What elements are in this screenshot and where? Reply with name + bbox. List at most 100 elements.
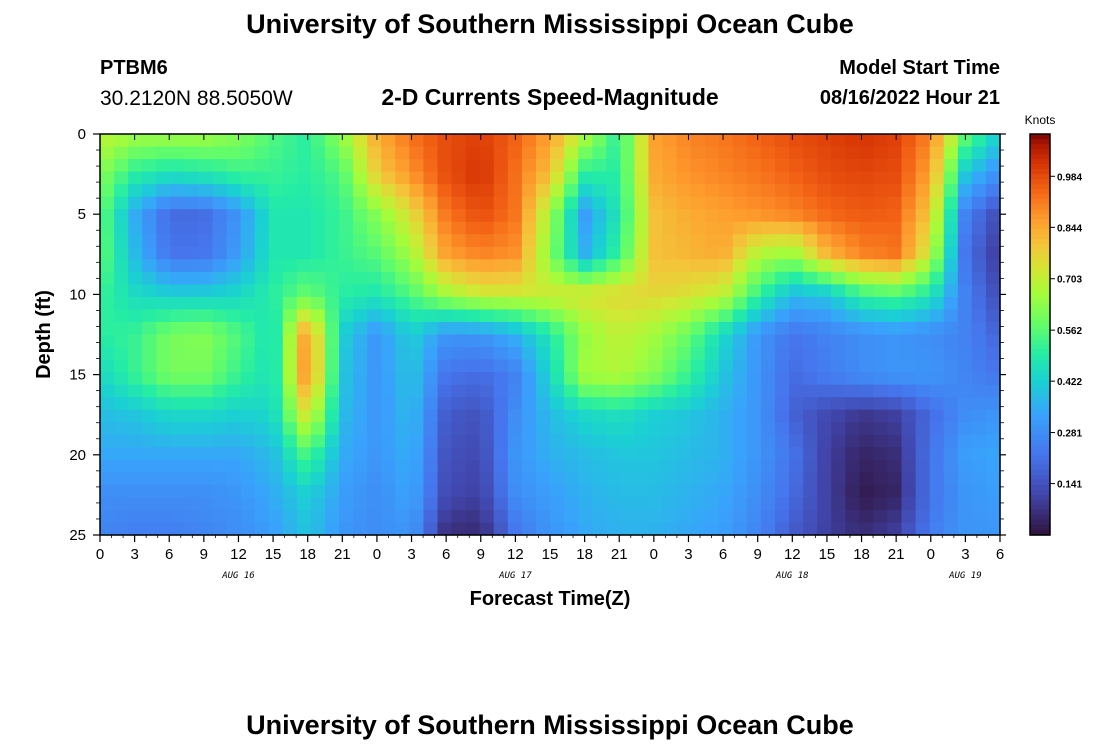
heatmap-cell — [479, 497, 495, 511]
heatmap-cell — [718, 384, 734, 398]
heatmap-cell — [775, 184, 790, 198]
heatmap-cell — [170, 347, 185, 361]
heatmap-cell — [634, 347, 650, 361]
heatmap-cell — [634, 296, 650, 311]
heatmap-cell — [859, 234, 875, 248]
heatmap-cell — [212, 234, 228, 248]
heatmap-cell — [465, 259, 481, 273]
heatmap-cell — [831, 309, 846, 323]
heatmap-cell — [789, 372, 804, 386]
heatmap-cell — [803, 309, 818, 323]
heatmap-cell — [521, 522, 537, 536]
heatmap-cell — [564, 522, 579, 536]
heatmap-cell — [690, 484, 706, 499]
heatmap-cell — [718, 509, 734, 524]
heatmap-cell — [760, 309, 776, 323]
heatmap-cell — [732, 459, 748, 473]
heatmap-cell — [128, 522, 143, 536]
heatmap-cell — [325, 221, 340, 235]
heatmap-cell — [423, 284, 439, 298]
heatmap-cell — [395, 497, 410, 511]
heatmap-cell — [198, 459, 214, 473]
heatmap-cell — [929, 271, 945, 285]
heatmap-cell — [381, 321, 396, 336]
heatmap-cell — [367, 397, 382, 411]
heatmap-cell — [718, 397, 734, 411]
heatmap-cell — [789, 472, 804, 486]
heatmap-cell — [198, 284, 214, 298]
station-coordinates: 30.2120N 88.5050W — [100, 87, 293, 110]
heatmap-cell — [353, 309, 368, 323]
heatmap-cell — [929, 509, 945, 524]
heatmap-cell — [634, 447, 650, 461]
heatmap-cell — [451, 334, 467, 348]
heatmap-cell — [339, 409, 354, 423]
heatmap-cell — [535, 372, 551, 386]
heatmap-cell — [353, 422, 368, 436]
heatmap-cell — [578, 359, 593, 373]
heatmap-cell — [775, 347, 790, 361]
heatmap-cell — [142, 434, 157, 448]
heatmap-cell — [929, 209, 945, 223]
model-start-value: 08/16/2022 Hour 21 — [819, 87, 1000, 109]
heatmap-cell — [578, 434, 593, 448]
heatmap-cell — [592, 296, 607, 311]
heatmap-cell — [971, 522, 987, 536]
heatmap-cell — [170, 271, 185, 285]
heatmap-cell — [789, 334, 804, 348]
heatmap-cell — [282, 522, 298, 536]
heatmap-cell — [535, 334, 551, 348]
heatmap-cell — [142, 259, 157, 273]
heatmap-cell — [212, 146, 228, 160]
heatmap-cell — [732, 422, 748, 436]
heatmap-cell — [831, 334, 846, 348]
heatmap-cell — [887, 134, 903, 148]
colorbar-segment — [1030, 164, 1050, 170]
heatmap-cell — [831, 397, 846, 411]
heatmap-cell — [746, 397, 762, 411]
heatmap-cell — [465, 271, 481, 285]
heatmap-cell — [310, 296, 326, 311]
heatmap-cell — [690, 422, 706, 436]
heatmap-cell — [100, 472, 115, 486]
colorbar-segment — [1030, 159, 1050, 165]
heatmap-cell — [353, 397, 368, 411]
heatmap-cell — [985, 434, 1001, 448]
heatmap-cell — [142, 459, 157, 473]
heatmap-cell — [662, 497, 678, 511]
heatmap-cell — [521, 472, 537, 486]
heatmap-cell — [971, 196, 987, 210]
heatmap-cell — [606, 271, 621, 285]
heatmap-cell — [789, 159, 804, 173]
colorbar-segment — [1030, 224, 1050, 230]
heatmap-cell — [296, 321, 312, 336]
heatmap-cell — [325, 384, 340, 398]
heatmap-cell — [465, 484, 481, 499]
heatmap-cell — [493, 171, 509, 185]
colorbar-segment — [1030, 284, 1050, 290]
heatmap-cell — [634, 384, 650, 398]
heatmap-cell — [746, 359, 762, 373]
heatmap-cell — [479, 234, 495, 248]
heatmap-cell — [226, 384, 242, 398]
heatmap-cell — [648, 359, 664, 373]
heatmap-cell — [901, 434, 917, 448]
heatmap-cell — [212, 522, 228, 536]
heatmap-cell — [521, 334, 537, 348]
heatmap-cell — [620, 284, 635, 298]
heatmap-cell — [803, 221, 818, 235]
heatmap-cell — [296, 509, 312, 524]
colorbar-segment — [1030, 149, 1050, 155]
y-tick-label: 20 — [69, 447, 86, 464]
heatmap-cell — [254, 234, 270, 248]
heatmap-cell — [423, 309, 439, 323]
heatmap-cell — [367, 422, 382, 436]
heatmap-cell — [296, 209, 312, 223]
heatmap-cell — [198, 159, 214, 173]
colorbar-segment — [1030, 269, 1050, 275]
heatmap-cell — [943, 497, 959, 511]
heatmap-cell — [803, 259, 818, 273]
heatmap-cell — [592, 221, 607, 235]
heatmap-cell — [817, 334, 832, 348]
